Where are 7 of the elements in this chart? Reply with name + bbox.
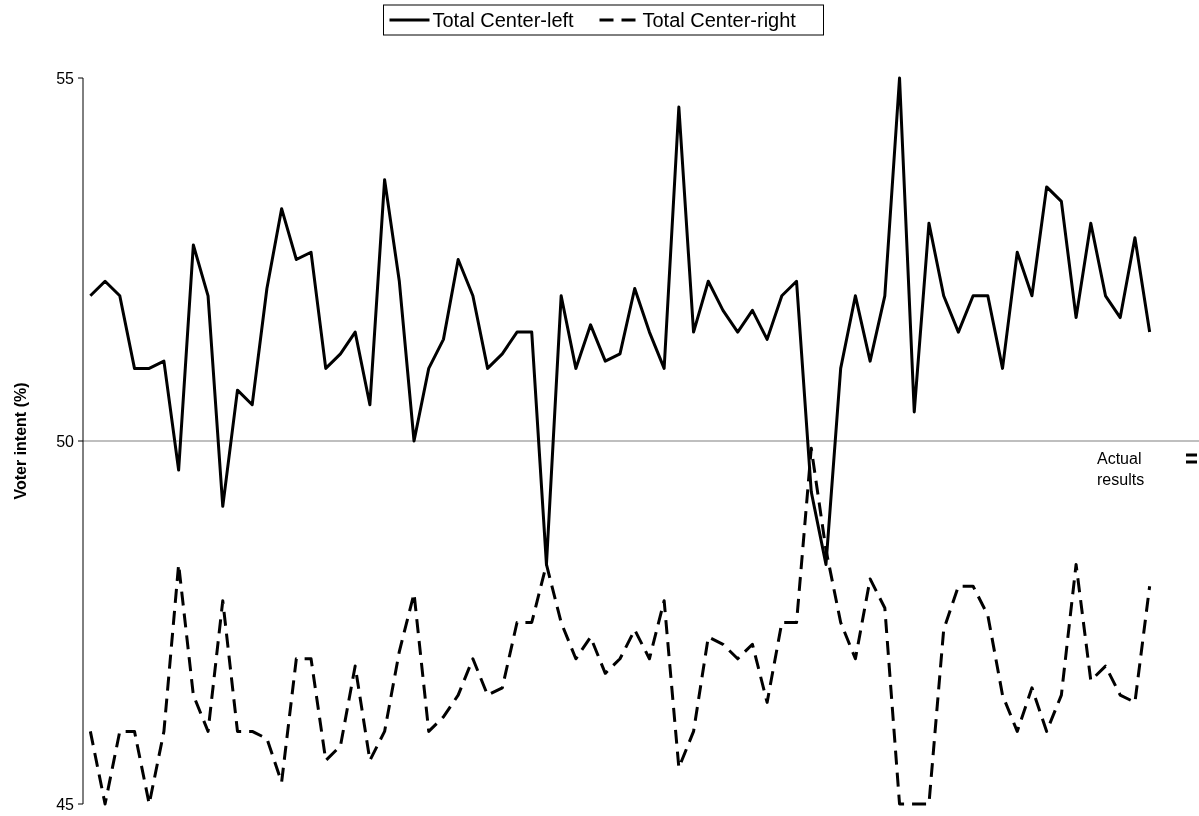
legend-label: Total Center-right [642,9,797,31]
y-tick-label: 45 [56,795,75,813]
y-tick-label: 50 [56,432,75,450]
annotation: Actual results [1097,450,1145,488]
y-tick-label: 55 [56,69,75,87]
legend-label: Total Center-left [432,9,575,31]
y-axis-title: Voter intent (%) [12,382,29,500]
